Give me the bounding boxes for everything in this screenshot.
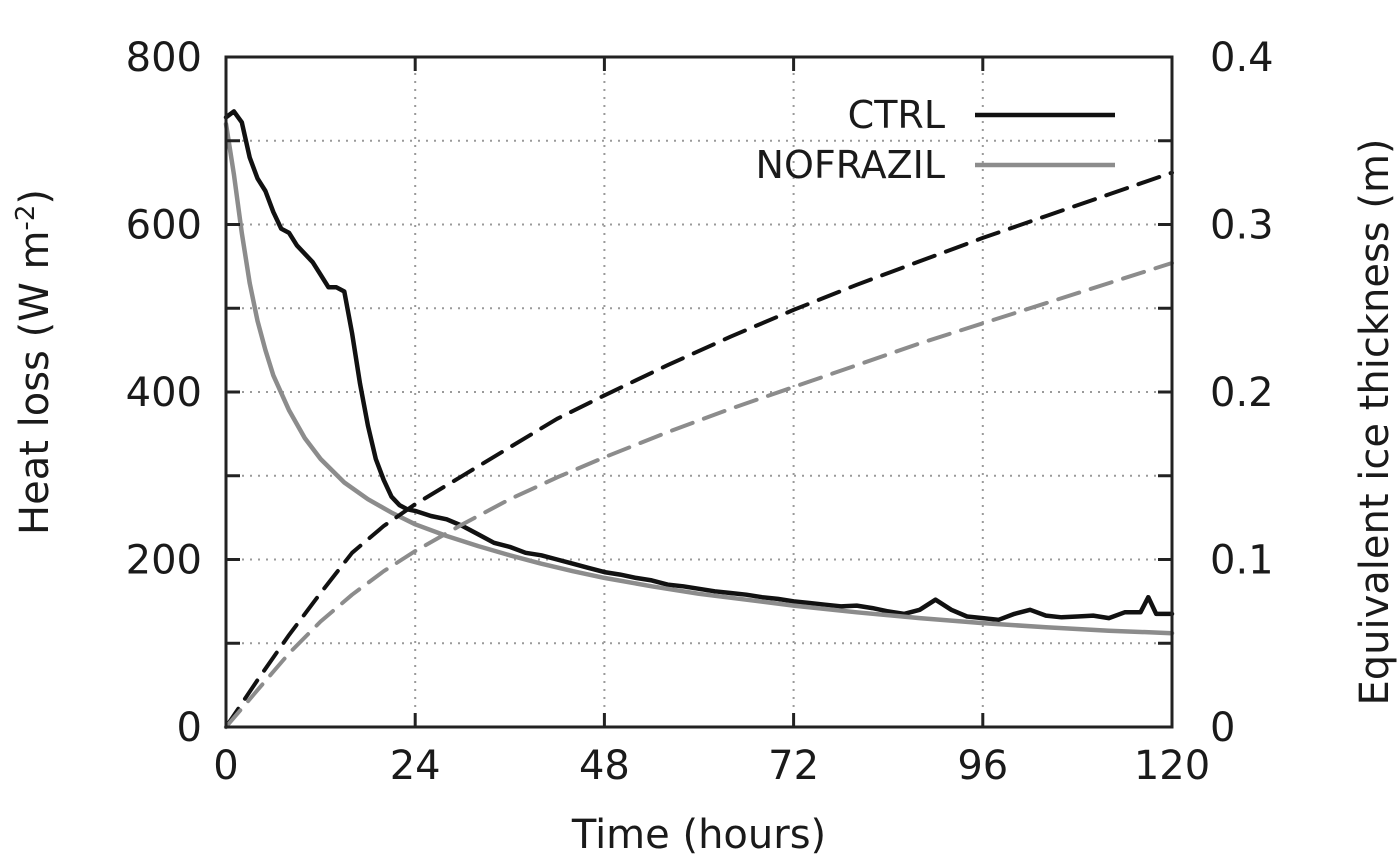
grid-lines	[226, 57, 1172, 727]
x-tick-label: 24	[390, 743, 441, 789]
series-line-3	[224, 261, 1174, 729]
y2-tick-label: 0.1	[1210, 538, 1274, 584]
y2-tick-label: 0.4	[1210, 35, 1274, 81]
series-line-1	[223, 121, 1175, 636]
y-tick-label: 600	[126, 203, 202, 249]
x-tick-label: 72	[768, 743, 819, 789]
y-axis-title: Heat loss (W m-2)	[11, 189, 58, 535]
axis-ticks	[224, 55, 1174, 729]
x-tick-label: 96	[957, 743, 1008, 789]
x-tick-label: 48	[579, 743, 630, 789]
x-tick-label: 0	[213, 743, 238, 789]
y-axis-title-superscript: -2	[11, 205, 41, 231]
y-tick-label: 0	[177, 705, 202, 751]
y-tick-label: 400	[126, 370, 202, 416]
series-layer	[223, 109, 1175, 729]
y2-axis-title: Equivalent ice thickness (m)	[1352, 138, 1398, 705]
series-line-2	[224, 170, 1174, 729]
x-axis-title: Time (hours)	[571, 812, 826, 857]
y2-tick-label: 0.3	[1210, 203, 1274, 249]
y-axis-title-main: Heat loss (W m	[12, 231, 58, 535]
legend: CTRL NOFRAZIL	[756, 93, 1115, 187]
legend-label-ctrl: CTRL	[848, 93, 945, 137]
y-axis-title-close: )	[12, 189, 58, 205]
y-tick-label: 800	[126, 35, 202, 81]
y2-tick-label: 0.2	[1210, 370, 1274, 416]
y-tick-label: 200	[126, 538, 202, 584]
series-line-0	[223, 109, 1175, 623]
x-tick-label: 120	[1134, 743, 1210, 789]
legend-label-nofrazil: NOFRAZIL	[756, 143, 945, 187]
y2-tick-label: 0	[1210, 705, 1235, 751]
